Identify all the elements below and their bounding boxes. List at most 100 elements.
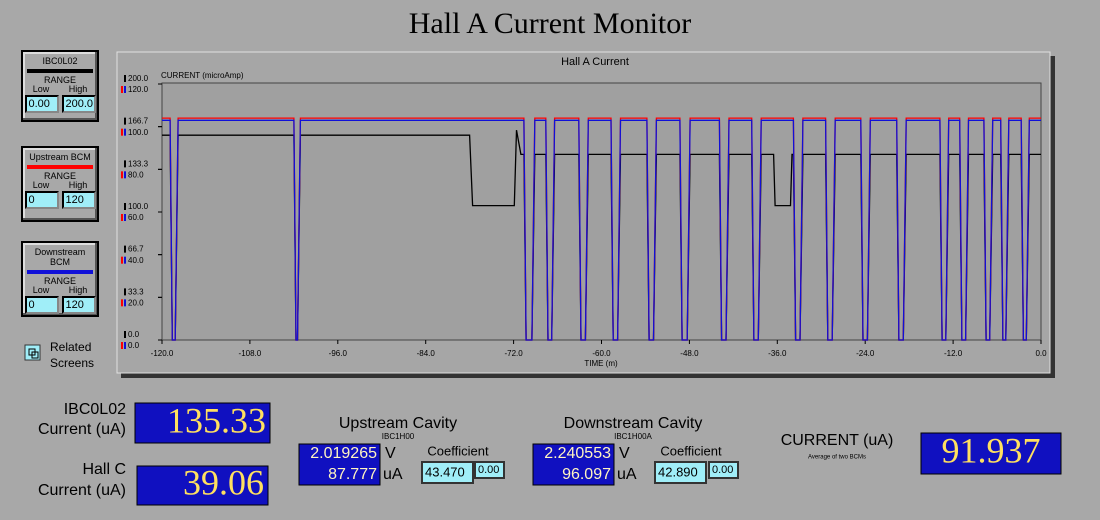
unit-label: V: [385, 445, 396, 462]
high-label: High: [68, 180, 88, 190]
x-tick-label: -72.0: [504, 349, 523, 358]
y-tick-label: 40.0: [128, 256, 144, 265]
coefficient-input[interactable]: [421, 461, 474, 484]
range-row: Low High: [23, 181, 97, 190]
y-key: [124, 256, 126, 264]
offset-value[interactable]: 0.00: [712, 464, 733, 476]
coefficient-input[interactable]: [654, 461, 707, 484]
readout-label: Current (uA): [38, 421, 126, 438]
readout-box: [920, 432, 1062, 475]
y-tick-label: 120.0: [128, 85, 149, 94]
unit-label: uA: [617, 466, 637, 483]
related-label[interactable]: Related: [50, 340, 91, 354]
y2-key: [124, 288, 126, 296]
range-label: RANGE: [43, 171, 76, 181]
y-key: [124, 171, 126, 179]
low-input[interactable]: 0: [24, 191, 59, 209]
offset-input[interactable]: [708, 461, 739, 479]
y2-key: [124, 331, 126, 338]
y-key: [121, 214, 123, 221]
page-title: Hall A Current Monitor: [409, 7, 691, 40]
y2-key: [124, 160, 126, 168]
coefficient-value[interactable]: 43.470: [425, 464, 465, 479]
x-tick-label: -120.0: [151, 349, 174, 358]
x-tick-label: -60.0: [592, 349, 611, 358]
y-key: [121, 299, 123, 307]
coefficient-label: Coefficient: [660, 443, 722, 458]
y-key: [121, 256, 123, 264]
y2-tick-label: 200.0: [128, 74, 149, 83]
readout-box: [134, 402, 271, 444]
y-key: [121, 128, 123, 136]
readout-value: 39.06: [183, 462, 264, 502]
legend-entry: IBC0L02: [42, 56, 78, 66]
offset-input[interactable]: [474, 461, 505, 479]
x-axis-label: TIME (m): [584, 359, 618, 368]
x-tick-label: -24.0: [856, 349, 875, 358]
chart-title: Hall A Current: [561, 56, 629, 68]
low-input[interactable]: 0.00: [24, 95, 59, 113]
readout-label: Hall C: [82, 461, 126, 478]
y2-tick-label: 166.7: [128, 117, 149, 126]
range-row: Low High: [23, 286, 97, 295]
y-key: [124, 214, 126, 221]
y-key: [124, 86, 126, 93]
legend-swatch: [27, 270, 93, 274]
x-tick-label: -12.0: [944, 349, 963, 358]
unit-label: V: [619, 445, 630, 462]
range-label: RANGE: [43, 276, 76, 286]
y-key: [121, 86, 123, 93]
y2-tick-label: 133.3: [128, 159, 149, 168]
legend-swatch: [27, 69, 93, 73]
cavity-box: [532, 443, 615, 486]
y-tick-label: 20.0: [128, 298, 144, 307]
y-tick-label: 60.0: [128, 213, 144, 222]
range-row: Low High: [23, 85, 97, 94]
unit-label: uA: [383, 466, 403, 483]
coefficient-label: Coefficient: [427, 443, 489, 458]
y2-key: [124, 203, 126, 210]
readout-label: Current (uA): [38, 482, 126, 499]
x-tick-label: -96.0: [329, 349, 348, 358]
series-panel: IBC0L02 RANGE Low High 0.00 200.0: [21, 50, 99, 122]
cavity-voltage: 2.019265: [310, 445, 377, 462]
low-input[interactable]: 0: [24, 296, 59, 314]
y-tick-label: 80.0: [128, 170, 144, 179]
legend-entry: Downstream BCM: [34, 247, 86, 267]
related-label[interactable]: Screens: [50, 356, 94, 370]
readout-value: 135.33: [167, 400, 266, 440]
button-icon: [31, 351, 39, 359]
cavity-voltage: 2.240553: [544, 445, 611, 462]
high-input[interactable]: 200.0: [61, 95, 96, 113]
x-tick-label: -108.0: [239, 349, 262, 358]
cavity-device: IBC1H00A: [614, 432, 652, 441]
x-tick-label: 0.0: [1035, 349, 1047, 358]
y-key: [124, 342, 126, 349]
x-tick-label: -36.0: [768, 349, 787, 358]
plot-area: [161, 82, 1042, 341]
y-key: [124, 299, 126, 307]
low-label: Low: [32, 285, 50, 295]
range-inputs: 0 120: [23, 296, 97, 314]
high-input[interactable]: 120: [61, 296, 96, 314]
range-inputs: 0.00 200.0: [23, 95, 97, 113]
y2-tick-label: 0.0: [128, 330, 140, 339]
y-key: [124, 128, 126, 136]
coefficient-value[interactable]: 42.890: [658, 464, 698, 479]
offset-value[interactable]: 0.00: [478, 464, 499, 476]
low-label: Low: [32, 180, 50, 190]
y-key: [121, 342, 123, 349]
y-tick-label: 100.0: [128, 128, 149, 137]
low-label: Low: [32, 84, 50, 94]
high-input[interactable]: 120: [61, 191, 96, 209]
y2-tick-label: 33.3: [128, 287, 144, 296]
legend-entry: Upstream BCM: [29, 152, 91, 162]
high-label: High: [68, 84, 88, 94]
high-label: High: [68, 285, 88, 295]
readout-label: IBC0L02: [64, 401, 126, 418]
readout-value: 91.937: [942, 430, 1041, 470]
x-tick-label: -48.0: [680, 349, 699, 358]
legend-swatch: [27, 165, 93, 169]
